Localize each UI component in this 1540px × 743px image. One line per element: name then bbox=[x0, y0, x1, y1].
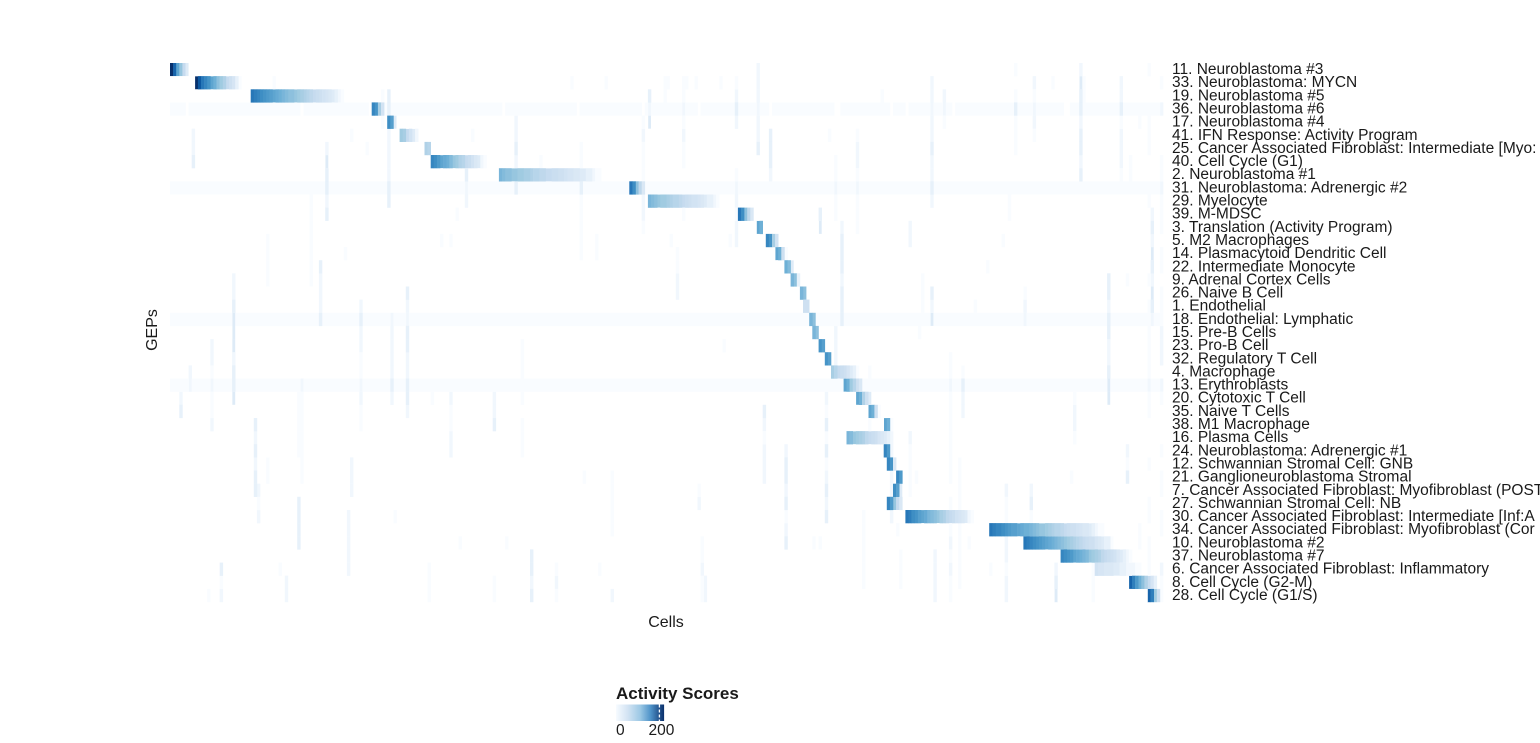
svg-text:GEPs: GEPs bbox=[144, 309, 161, 351]
svg-text:28. Cell Cycle (G1/S): 28. Cell Cycle (G1/S) bbox=[1172, 587, 1318, 604]
svg-text:200: 200 bbox=[649, 722, 675, 739]
svg-text:Cells: Cells bbox=[648, 614, 684, 631]
svg-text:Activity Scores: Activity Scores bbox=[616, 684, 739, 703]
svg-text:0: 0 bbox=[616, 722, 625, 739]
